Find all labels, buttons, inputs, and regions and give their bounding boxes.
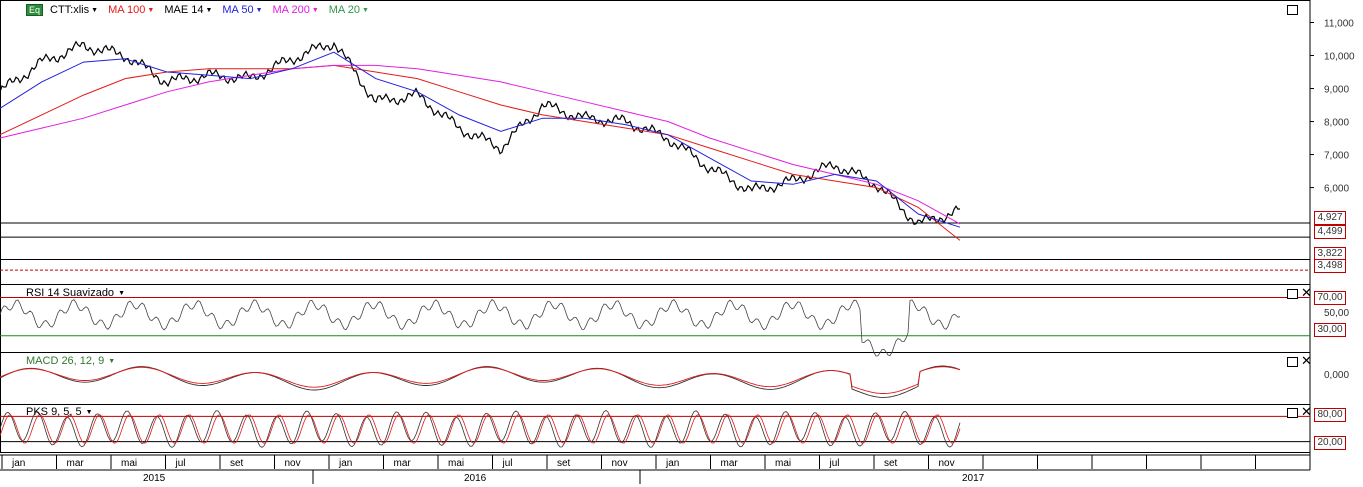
symbol-label: CTT:xlis bbox=[50, 4, 90, 16]
month-label: jan bbox=[665, 458, 679, 469]
macd-panel-title[interactable]: MACD 26, 12, 9 ▼ bbox=[26, 355, 115, 367]
indicator-mae14[interactable]: MAE 14 ▼ bbox=[161, 4, 215, 16]
month-label: nov bbox=[939, 458, 955, 469]
rsi-title: RSI 14 Suavizado bbox=[26, 287, 115, 299]
price-tick-label: 7,000 bbox=[1324, 151, 1349, 162]
caret-down-icon: ▼ bbox=[147, 6, 155, 14]
month-label: nov bbox=[612, 458, 628, 469]
month-label: mai bbox=[448, 458, 464, 469]
symbol-selector[interactable]: CTT:xlis ▼ bbox=[47, 4, 101, 16]
macd-title: MACD 26, 12, 9 bbox=[26, 355, 105, 367]
caret-down-icon: ▼ bbox=[255, 6, 263, 14]
year-label: 2015 bbox=[143, 473, 166, 484]
caret-down-icon: ▼ bbox=[118, 289, 125, 297]
indicator-ma20[interactable]: MA 20 ▼ bbox=[326, 4, 372, 16]
month-label: mar bbox=[394, 458, 412, 469]
month-label: jan bbox=[11, 458, 25, 469]
year-label: 2017 bbox=[962, 473, 985, 484]
level-tag: 3,498 bbox=[1314, 259, 1346, 273]
panel-frame bbox=[0, 0, 1311, 285]
caret-down-icon: ▼ bbox=[85, 408, 93, 416]
ma-line bbox=[0, 64, 961, 225]
pks-title: PKS 9, 5, 5 bbox=[26, 406, 82, 418]
maximize-rsi-panel-button[interactable] bbox=[1287, 289, 1298, 299]
month-label: mai bbox=[775, 458, 791, 469]
macd-tick-label: 0,000 bbox=[1324, 370, 1349, 381]
caret-down-icon: ▼ bbox=[91, 6, 99, 14]
maximize-macd-panel-button[interactable] bbox=[1287, 357, 1298, 367]
pks-tick-80: 80,00 bbox=[1314, 408, 1346, 422]
indicator-label: MA 200 bbox=[272, 4, 310, 16]
rsi-tick-70: 70,00 bbox=[1314, 291, 1346, 305]
rsi-tick-label: 50,00 bbox=[1324, 308, 1349, 319]
level-tag: 4,927 bbox=[1314, 211, 1346, 225]
price-tick-label: 8,000 bbox=[1324, 118, 1349, 129]
rsi-panel-title[interactable]: RSI 14 Suavizado ▼ bbox=[26, 287, 125, 299]
month-label: jul bbox=[829, 458, 840, 469]
caret-down-icon: ▼ bbox=[361, 6, 369, 14]
month-label: jul bbox=[175, 458, 186, 469]
caret-down-icon: ▼ bbox=[108, 357, 116, 365]
chart-legend: Eq CTT:xlis ▼ MA 100 ▼ MAE 14 ▼ MA 50 ▼ … bbox=[26, 4, 372, 16]
indicator-label: MA 20 bbox=[328, 4, 360, 16]
price-tick-label: 11,000 bbox=[1324, 19, 1354, 30]
ma-line bbox=[0, 64, 961, 241]
maximize-price-panel-button[interactable] bbox=[1287, 5, 1298, 15]
indicator-ma50[interactable]: MA 50 ▼ bbox=[219, 4, 265, 16]
year-label: 2016 bbox=[464, 473, 487, 484]
month-label: mar bbox=[721, 458, 739, 469]
pks-tick-20: 20,00 bbox=[1314, 436, 1346, 450]
indicator-label: MA 50 bbox=[222, 4, 254, 16]
macd-signal-line bbox=[0, 366, 961, 394]
ma-line bbox=[0, 51, 961, 228]
indicator-label: MAE 14 bbox=[164, 4, 204, 16]
pks-panel-title[interactable]: PKS 9, 5, 5 ▼ bbox=[26, 406, 93, 418]
price-line bbox=[0, 40, 961, 225]
month-label: set bbox=[557, 458, 571, 469]
rsi-tick-30: 30,00 bbox=[1314, 323, 1346, 337]
indicator-ma200[interactable]: MA 200 ▼ bbox=[270, 4, 322, 16]
month-label: mar bbox=[67, 458, 85, 469]
month-label: mai bbox=[121, 458, 137, 469]
price-tick-label: 10,000 bbox=[1324, 52, 1355, 63]
panel-frame bbox=[0, 284, 1311, 353]
close-rsi-panel-button[interactable]: ✕ bbox=[1301, 285, 1312, 300]
caret-down-icon: ▼ bbox=[205, 6, 213, 14]
month-label: jan bbox=[338, 458, 352, 469]
price-tick-label: 6,000 bbox=[1324, 184, 1349, 195]
pks-signal-line bbox=[0, 414, 961, 444]
macd-line bbox=[0, 365, 961, 398]
month-label: nov bbox=[285, 458, 301, 469]
eq-badge: Eq bbox=[26, 4, 44, 16]
month-label: jul bbox=[502, 458, 513, 469]
close-macd-panel-button[interactable]: ✕ bbox=[1301, 353, 1312, 368]
level-tag: 4,499 bbox=[1314, 225, 1346, 239]
month-label: set bbox=[230, 458, 244, 469]
maximize-pks-panel-button[interactable] bbox=[1287, 408, 1298, 418]
indicator-label: MA 100 bbox=[108, 4, 146, 16]
rsi-line bbox=[0, 298, 961, 357]
caret-down-icon: ▼ bbox=[311, 6, 319, 14]
panel-frame bbox=[0, 352, 1311, 405]
price-tick-label: 9,000 bbox=[1324, 85, 1349, 96]
close-pks-panel-button[interactable]: ✕ bbox=[1301, 404, 1312, 419]
month-label: set bbox=[884, 458, 898, 469]
indicator-ma100[interactable]: MA 100 ▼ bbox=[105, 4, 157, 16]
